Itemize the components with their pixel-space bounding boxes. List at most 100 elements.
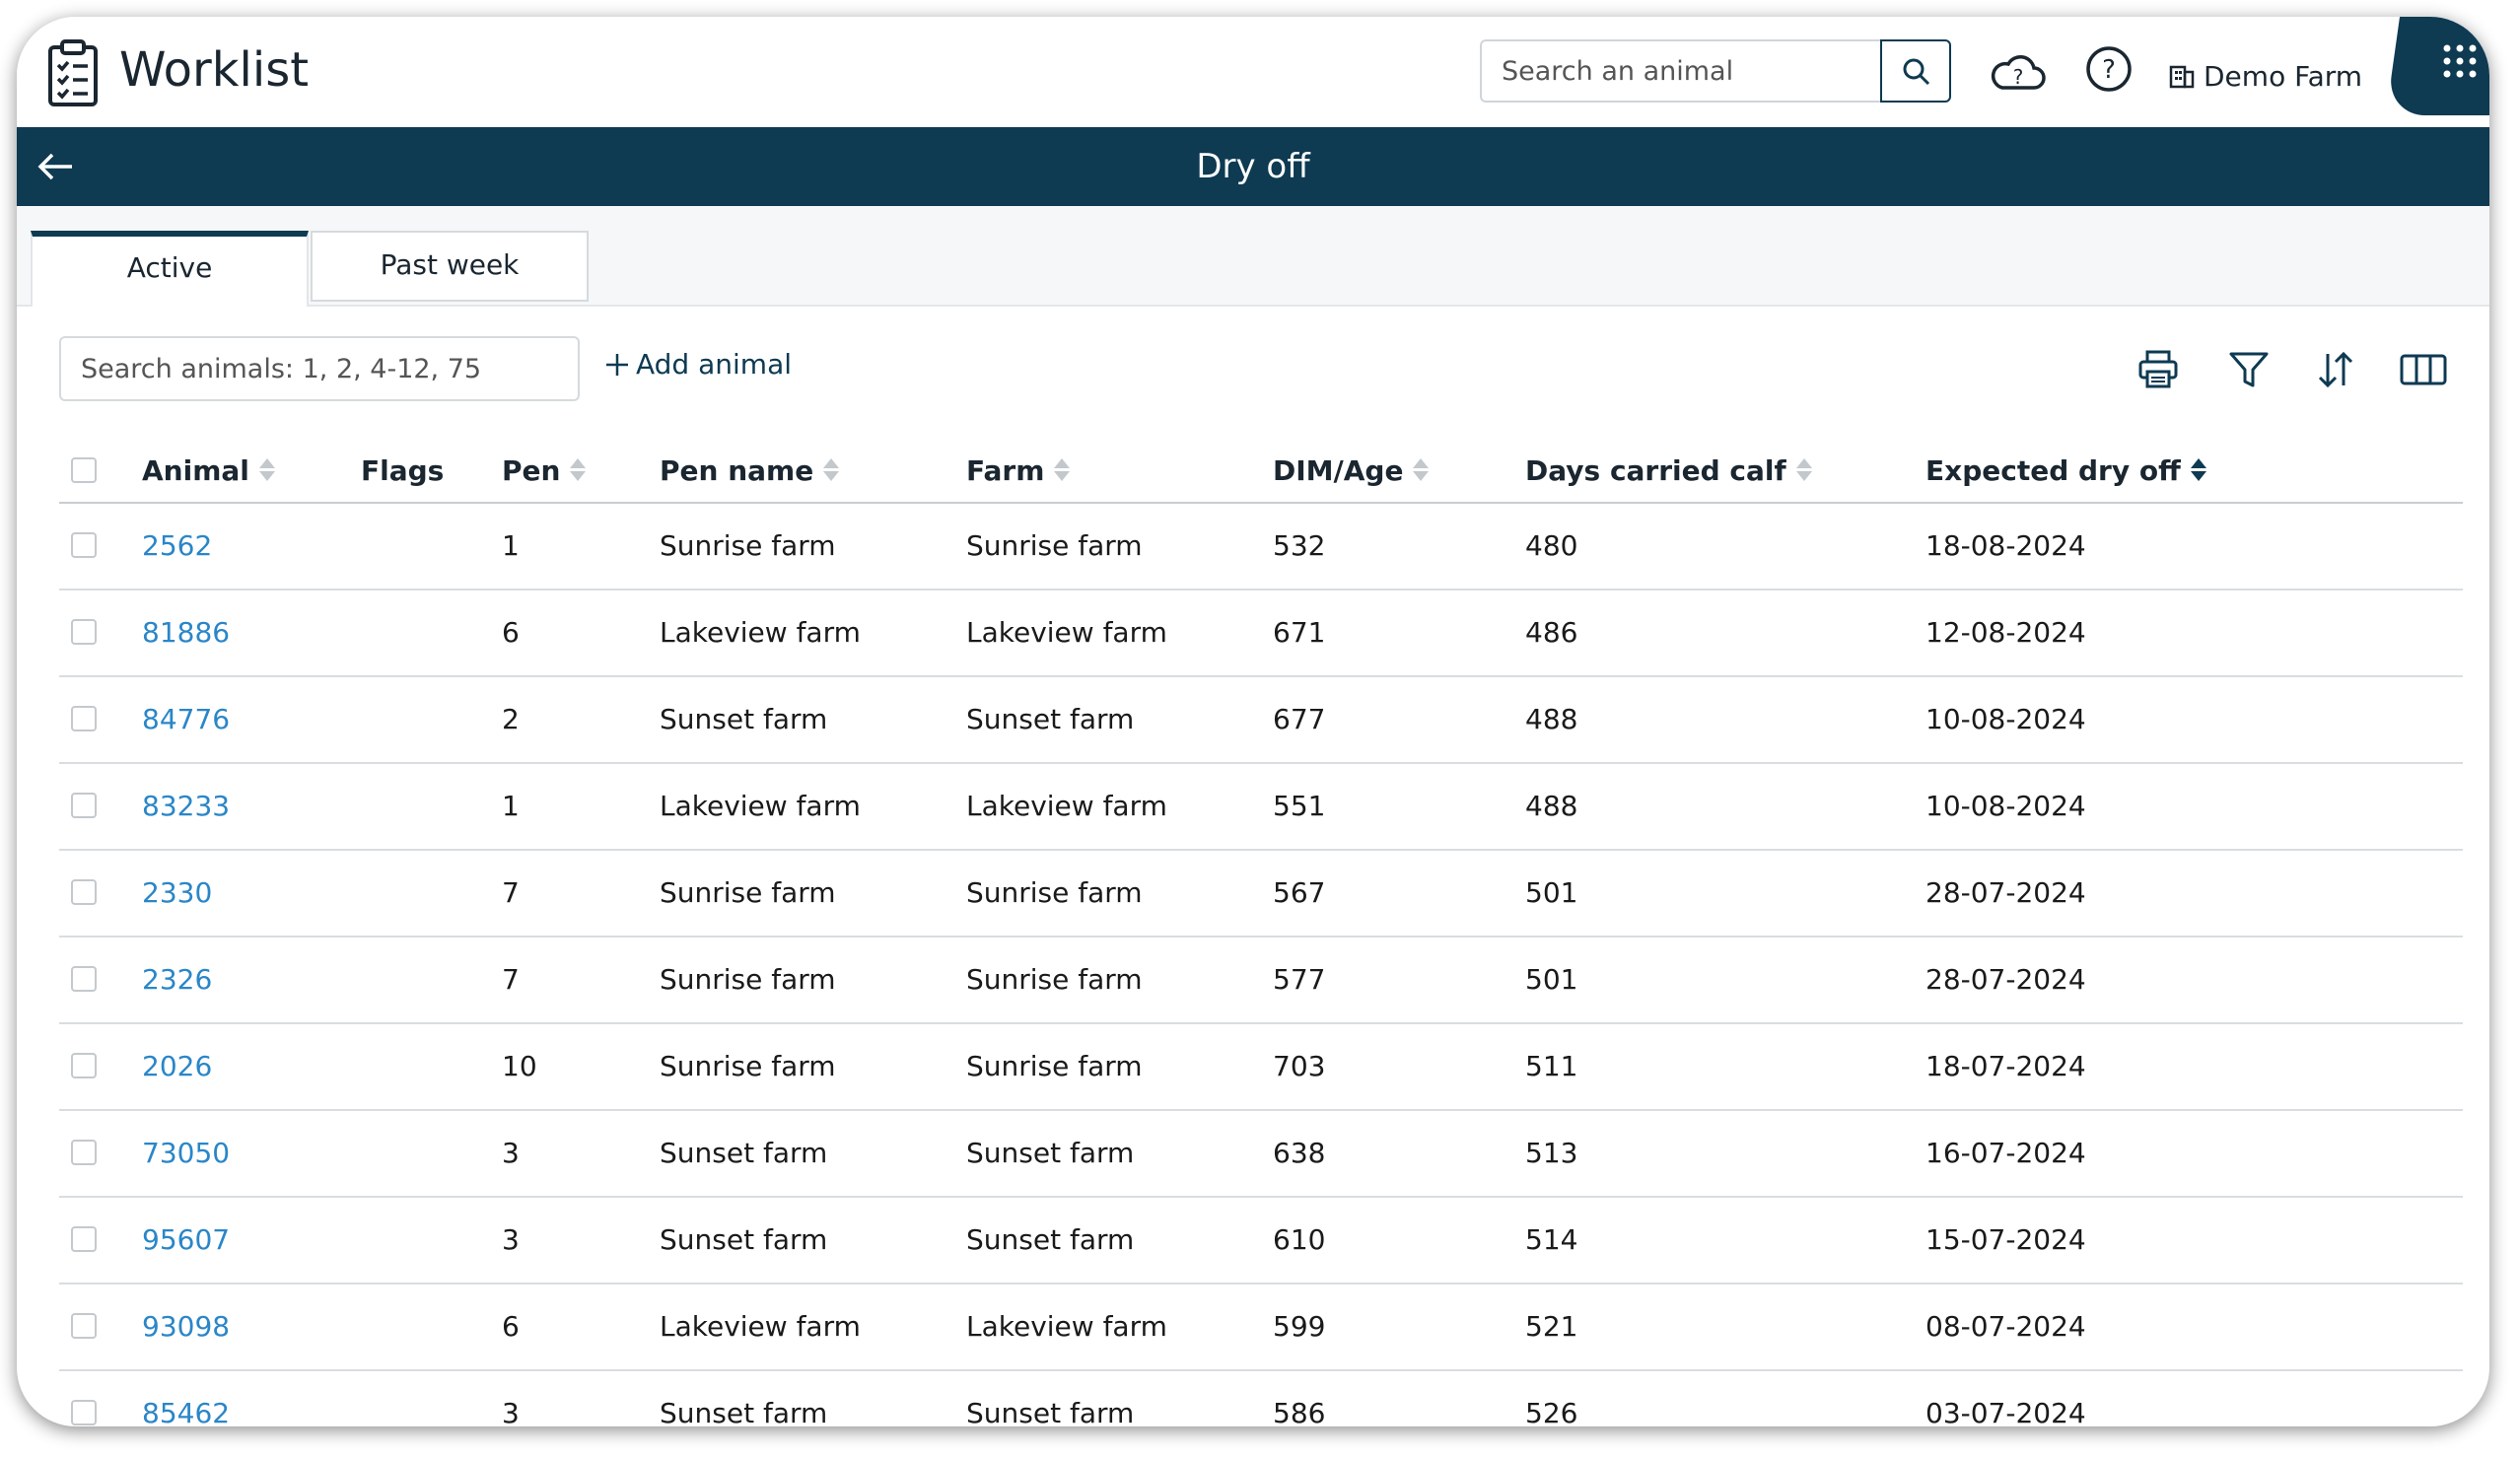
sort-indicator-icon [570,456,587,484]
pen-cell: 3 [502,1136,520,1169]
sort-icon[interactable] [2314,348,2357,391]
column-header-expected-dry-off[interactable]: Expected dry off [1925,441,2206,500]
dim-age-cell: 551 [1273,789,1326,822]
search-button[interactable] [1880,39,1951,103]
row-checkbox[interactable] [71,879,97,905]
row-checkbox[interactable] [71,1313,97,1339]
animal-id-link[interactable]: 93098 [142,1309,231,1343]
pen-name-cell: Sunrise farm [660,528,836,562]
animal-id-link[interactable]: 2562 [142,528,213,562]
add-animal-button[interactable]: Add animal [604,348,792,381]
days-carried-calf-cell: 526 [1525,1396,1578,1427]
columns-icon[interactable] [2399,348,2448,391]
page-title: Dry off [1196,147,1310,186]
tab-active[interactable]: Active [31,231,309,307]
farm-cell: Sunrise farm [966,875,1143,909]
animal-filter-search-input[interactable] [59,336,580,401]
expected-dry-off-cell: 10-08-2024 [1925,789,2086,822]
row-checkbox[interactable] [71,619,97,645]
table-row: 2026 10 Sunrise farm Sunrise farm 703 511 18-0… [59,1022,2463,1111]
row-checkbox[interactable] [71,1140,97,1165]
back-arrow-icon[interactable] [36,151,76,182]
app-window: Worklist ? ? Demo Farm [17,17,2489,1426]
apps-grid-icon [2443,44,2477,78]
column-header-label: Pen [502,453,561,487]
print-icon[interactable] [2136,348,2180,391]
dim-age-cell: 610 [1273,1222,1326,1256]
column-header-pen[interactable]: Pen [502,441,587,500]
animal-id-link[interactable]: 83233 [142,789,231,822]
column-header-pen-name[interactable]: Pen name [660,441,840,500]
row-checkbox[interactable] [71,793,97,818]
cloud-help-icon[interactable]: ? [1989,44,2048,100]
farm-cell: Lakeview farm [966,615,1167,649]
days-carried-calf-cell: 511 [1525,1049,1578,1082]
farm-cell: Sunset farm [966,1222,1135,1256]
row-checkbox[interactable] [71,706,97,731]
table-row: 73050 3 Sunset farm Sunset farm 638 513 16-07-… [59,1109,2463,1198]
filter-icon[interactable] [2227,348,2271,391]
column-header-label: Flags [361,453,445,487]
dim-age-cell: 703 [1273,1049,1326,1082]
row-checkbox[interactable] [71,532,97,558]
plus-icon [606,353,628,376]
dim-age-cell: 586 [1273,1396,1326,1427]
sort-indicator-icon [1413,456,1430,484]
dim-age-cell: 567 [1273,875,1326,909]
pen-cell: 3 [502,1222,520,1256]
tab-past-week[interactable]: Past week [311,231,589,302]
help-icon[interactable]: ? [2084,44,2134,94]
animal-id-link[interactable]: 85462 [142,1396,231,1427]
pen-name-cell: Lakeview farm [660,1309,861,1343]
expected-dry-off-cell: 15-07-2024 [1925,1222,2086,1256]
table-header: Animal Flags Pen Pen name Farm DIM/Age D… [59,441,2463,504]
farm-cell: Sunrise farm [966,1049,1143,1082]
table-row: 93098 6 Lakeview farm Lakeview farm 599 521 08… [59,1283,2463,1371]
animal-id-link[interactable]: 84776 [142,702,231,735]
table-row: 2562 1 Sunrise farm Sunrise farm 532 480 18-08… [59,502,2463,590]
svg-text:?: ? [2013,65,2024,89]
animal-id-link[interactable]: 73050 [142,1136,231,1169]
pen-name-cell: Lakeview farm [660,615,861,649]
farm-cell: Sunset farm [966,1136,1135,1169]
days-carried-calf-cell: 521 [1525,1309,1578,1343]
row-checkbox[interactable] [71,1400,97,1425]
pen-cell: 6 [502,1309,520,1343]
farm-cell: Sunset farm [966,1396,1135,1427]
column-header-label: Pen name [660,453,814,487]
days-carried-calf-cell: 501 [1525,962,1578,996]
column-header-flags: Flags [361,441,444,500]
animal-id-link[interactable]: 2326 [142,962,213,996]
farm-cell: Sunrise farm [966,962,1143,996]
pen-cell: 3 [502,1396,520,1427]
column-header-label: Expected dry off [1925,453,2181,487]
column-header-dim-age[interactable]: DIM/Age [1273,441,1430,500]
animal-id-link[interactable]: 2026 [142,1049,213,1082]
column-header-days-carried-calf[interactable]: Days carried calf [1525,441,1812,500]
pen-name-cell: Sunset farm [660,1136,828,1169]
sort-indicator-icon [1054,456,1071,484]
column-header-farm[interactable]: Farm [966,441,1071,500]
select-all-checkbox[interactable] [71,457,97,483]
pen-cell: 10 [502,1049,537,1082]
app-title: Worklist [119,42,310,98]
row-checkbox[interactable] [71,1226,97,1252]
sort-descending-icon [2190,456,2206,484]
dim-age-cell: 599 [1273,1309,1326,1343]
animal-id-link[interactable]: 81886 [142,615,231,649]
pen-name-cell: Lakeview farm [660,789,861,822]
row-checkbox[interactable] [71,966,97,992]
page-header-bar: Dry off [17,127,2489,206]
farm-selector[interactable]: Demo Farm [2168,56,2362,96]
days-carried-calf-cell: 513 [1525,1136,1578,1169]
pen-name-cell: Sunrise farm [660,962,836,996]
animal-id-link[interactable]: 2330 [142,875,213,909]
row-checkbox[interactable] [71,1053,97,1078]
clipboard-list-icon [48,39,98,106]
pen-cell: 1 [502,528,520,562]
animal-id-link[interactable]: 95607 [142,1222,231,1256]
farm-name: Demo Farm [2204,59,2363,93]
pen-name-cell: Sunset farm [660,1222,828,1256]
global-animal-search-input[interactable] [1480,39,1880,103]
column-header-animal[interactable]: Animal [142,441,275,500]
